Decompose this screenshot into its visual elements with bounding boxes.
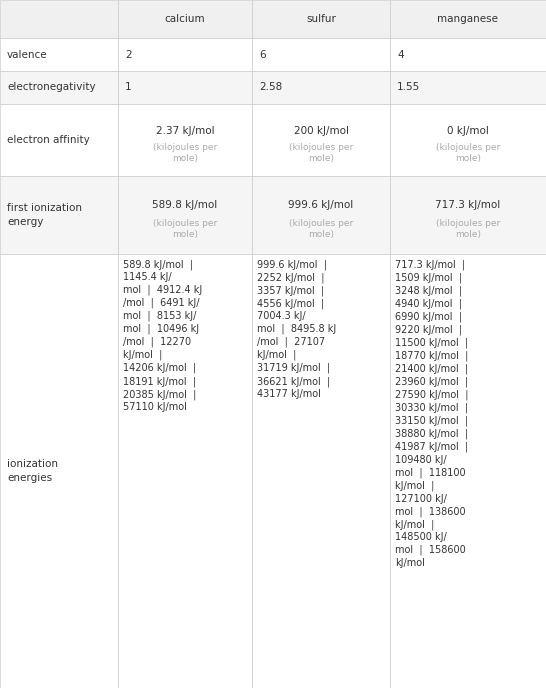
Bar (118, 38, 252, 71)
Bar (390, 176, 546, 254)
Bar (0, 104, 118, 176)
Bar (118, 176, 252, 254)
Text: 0 kJ/mol: 0 kJ/mol (447, 126, 489, 136)
Bar (252, 71, 390, 104)
Bar (252, 0, 390, 38)
Text: 6: 6 (259, 50, 265, 59)
Text: electronegativity: electronegativity (7, 83, 96, 92)
Bar (118, 254, 252, 688)
Text: 4: 4 (397, 50, 403, 59)
Text: 999.6 kJ/mol  |
2252 kJ/mol  |
3357 kJ/mol  |
4556 kJ/mol  |
7004.3 kJ/
mol  |  : 999.6 kJ/mol | 2252 kJ/mol | 3357 kJ/mol… (257, 259, 336, 399)
Text: 589.8 kJ/mol: 589.8 kJ/mol (152, 200, 218, 210)
Text: (kilojoules per
mole): (kilojoules per mole) (289, 219, 353, 239)
Bar (390, 104, 546, 176)
Bar (0, 0, 118, 38)
Bar (118, 71, 252, 104)
Bar (390, 254, 546, 688)
Text: electron affinity: electron affinity (7, 135, 90, 145)
Bar (118, 0, 252, 38)
Text: 2: 2 (125, 50, 132, 59)
Bar (390, 71, 546, 104)
Text: 717.3 kJ/mol  |
1509 kJ/mol  |
3248 kJ/mol  |
4940 kJ/mol  |
6990 kJ/mol  |
9220: 717.3 kJ/mol | 1509 kJ/mol | 3248 kJ/mol… (395, 259, 468, 568)
Text: valence: valence (7, 50, 48, 59)
Bar (252, 38, 390, 71)
Bar (252, 104, 390, 176)
Bar (0, 38, 118, 71)
Text: ionization
energies: ionization energies (7, 460, 58, 482)
Bar (252, 176, 390, 254)
Text: 717.3 kJ/mol: 717.3 kJ/mol (435, 200, 501, 210)
Text: (kilojoules per
mole): (kilojoules per mole) (153, 143, 217, 163)
Text: manganese: manganese (437, 14, 498, 24)
Text: 1.55: 1.55 (397, 83, 420, 92)
Text: sulfur: sulfur (306, 14, 336, 24)
Bar (390, 0, 546, 38)
Text: (kilojoules per
mole): (kilojoules per mole) (436, 143, 500, 163)
Text: 200 kJ/mol: 200 kJ/mol (294, 126, 348, 136)
Text: (kilojoules per
mole): (kilojoules per mole) (153, 219, 217, 239)
Bar (118, 104, 252, 176)
Text: calcium: calcium (165, 14, 205, 24)
Text: 589.8 kJ/mol  |
1145.4 kJ/
mol  |  4912.4 kJ
/mol  |  6491 kJ/
mol  |  8153 kJ/
: 589.8 kJ/mol | 1145.4 kJ/ mol | 4912.4 k… (123, 259, 202, 412)
Text: 2.37 kJ/mol: 2.37 kJ/mol (156, 126, 215, 136)
Bar (0, 254, 118, 688)
Bar (252, 254, 390, 688)
Text: 2.58: 2.58 (259, 83, 282, 92)
Text: (kilojoules per
mole): (kilojoules per mole) (436, 219, 500, 239)
Bar (0, 176, 118, 254)
Bar (390, 38, 546, 71)
Text: (kilojoules per
mole): (kilojoules per mole) (289, 143, 353, 163)
Bar (0, 71, 118, 104)
Text: 999.6 kJ/mol: 999.6 kJ/mol (288, 200, 354, 210)
Text: 1: 1 (125, 83, 132, 92)
Text: first ionization
energy: first ionization energy (7, 204, 82, 226)
